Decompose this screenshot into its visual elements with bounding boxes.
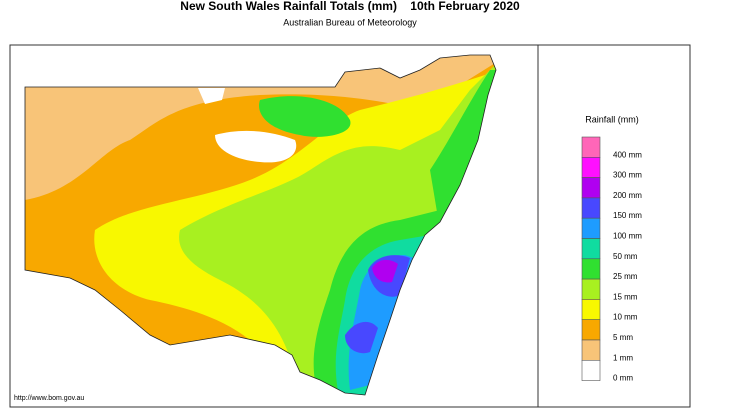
subtitle: Australian Bureau of Meteorology: [283, 17, 417, 27]
nsw-border: [24, 54, 497, 396]
legend-swatch: [581, 157, 601, 178]
legend-swatch: [581, 197, 601, 219]
map-frame: [9, 44, 691, 408]
legend-swatch: [581, 319, 601, 341]
rainfall-map: [25, 55, 496, 395]
legend-label: 5 mm: [613, 333, 633, 342]
legend-label: 0 mm: [613, 374, 633, 383]
legend-label: 25 mm: [613, 272, 638, 281]
legend-label: 400 mm: [613, 150, 642, 159]
legend-swatch: [581, 217, 601, 239]
legend-swatch: [581, 136, 601, 158]
legend: 400 mm 300 mm 200 mm 150 mm 100 mm 50 mm 25 mm…: [581, 136, 642, 383]
legend-swatch: [581, 177, 601, 199]
legend-label: 50 mm: [613, 252, 638, 261]
title: New South Wales Rainfall Totals (mm) 10t…: [180, 0, 520, 13]
legend-swatch: [581, 258, 601, 280]
legend-title: Rainfall (mm): [585, 114, 639, 124]
legend-label: 100 mm: [613, 231, 642, 240]
legend-label: 150 mm: [613, 211, 642, 220]
legend-label: 10 mm: [613, 313, 638, 322]
legend-label: 300 mm: [613, 171, 642, 180]
legend-label: 1 mm: [613, 353, 633, 362]
legend-label: 15 mm: [613, 292, 638, 301]
legend-label: 200 mm: [613, 191, 642, 200]
legend-swatch: [581, 339, 601, 361]
source-url: http://www.bom.gov.au: [14, 395, 84, 402]
legend-swatch: [581, 359, 601, 381]
legend-swatch: [581, 299, 601, 320]
legend-swatch: [581, 238, 601, 260]
legend-swatch: [581, 278, 601, 300]
